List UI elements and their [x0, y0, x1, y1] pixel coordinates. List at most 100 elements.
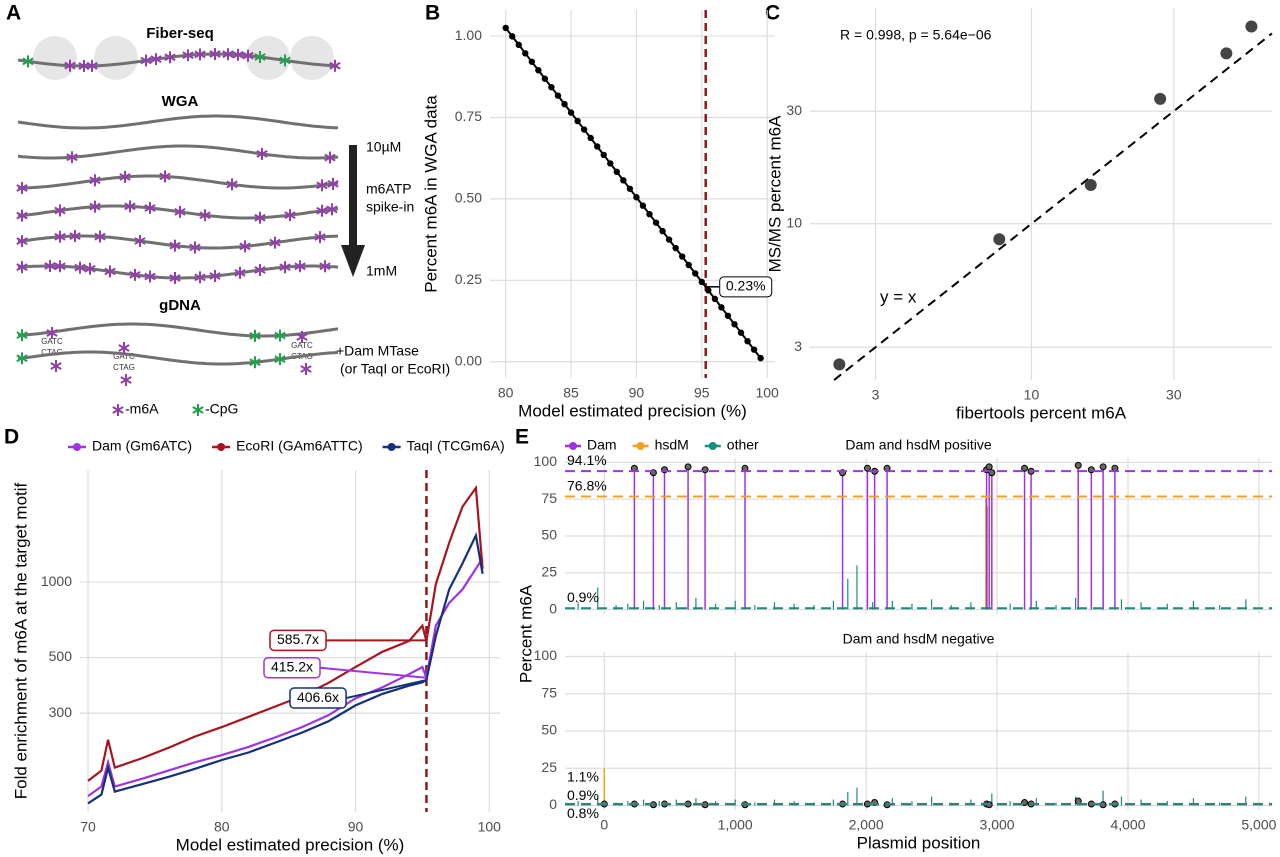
asterisk-stroke	[46, 329, 58, 337]
asterisk	[94, 230, 106, 243]
asterisk	[254, 51, 266, 64]
data-point	[600, 151, 607, 159]
facet-title: Dam and hsdM positive	[845, 437, 992, 453]
identity-line	[833, 32, 1273, 381]
panel-label: D	[4, 426, 19, 449]
asterisk-stroke	[192, 406, 204, 414]
asterisk-stroke	[89, 176, 101, 185]
asterisk	[269, 236, 281, 249]
data-point	[1245, 20, 1258, 33]
asterisk-stroke	[159, 172, 171, 181]
data-point	[587, 134, 594, 142]
data-point	[515, 41, 522, 49]
x-tick-label: 0	[600, 817, 608, 833]
asterisk	[194, 48, 206, 61]
y-axis-title: MS/MS percent m6A	[765, 115, 784, 272]
legend-label: Dam	[587, 437, 617, 453]
asterisk	[22, 55, 34, 68]
asterisk-stroke	[242, 51, 254, 60]
asterisk	[64, 59, 76, 72]
legend-swatch-dot	[636, 442, 645, 450]
y-tick-label: 30	[786, 102, 802, 118]
asterisk	[254, 264, 266, 277]
x-axis-title: fibertools percent m6A	[956, 403, 1127, 422]
asterisk	[329, 59, 341, 72]
x-tick-label: 100	[478, 819, 502, 835]
y-tick-label: 1.00	[455, 27, 482, 43]
asterisk	[300, 363, 312, 375]
asterisk	[112, 404, 124, 416]
asterisk	[294, 260, 306, 273]
asterisk-stroke	[104, 267, 116, 276]
diagram: Fiber-seq WGA gDNA 10µM m6ATP spike-in 1…	[16, 25, 450, 417]
data-point	[1154, 92, 1167, 105]
y-tick-label: 50	[541, 722, 557, 738]
asterisk	[16, 352, 28, 365]
asterisk-stroke	[189, 243, 201, 252]
x-tick-label: 3,000	[980, 817, 1015, 833]
asterisk-stroke	[249, 332, 261, 340]
y-tick-label: 0	[549, 796, 557, 812]
x-tick-label: 10	[1024, 387, 1040, 403]
y-tick-label: 25	[541, 563, 557, 579]
asterisk	[89, 174, 101, 187]
data-point	[705, 287, 712, 294]
asterisk-stroke	[86, 62, 98, 70]
dna-strand	[17, 350, 339, 366]
legend-swatch-dot	[569, 442, 577, 450]
x-tick-label: 90	[629, 385, 645, 401]
asterisk	[119, 170, 131, 183]
asterisk-stroke	[232, 50, 244, 59]
y-tick-label: 25	[541, 759, 557, 775]
asterisk-stroke	[254, 213, 266, 222]
asterisk	[144, 270, 156, 283]
reference-label: 1.1%	[567, 769, 599, 785]
gradient-label: m6ATP	[366, 181, 412, 197]
x-axis-title: Plasmid position	[857, 833, 981, 852]
gradient-label: spike-in	[366, 199, 414, 215]
asterisk	[279, 261, 291, 274]
data-point	[620, 177, 627, 184]
asterisk-stroke	[316, 181, 328, 190]
asterisk-stroke	[16, 237, 28, 245]
legend-label: hsdM	[655, 437, 689, 453]
y-axis-title: Fold enrichment of m6A at the target mot…	[11, 482, 30, 799]
asterisk-stroke	[140, 56, 152, 65]
y-tick-label: 300	[49, 704, 73, 720]
asterisk-stroke	[324, 153, 336, 162]
identity-label: y = x	[880, 287, 917, 306]
y-tick-label: 100	[534, 647, 558, 663]
x-tick-label: 2,000	[849, 817, 884, 833]
asterisk-stroke	[222, 50, 234, 59]
stem-dot	[1074, 461, 1082, 469]
data-point	[633, 194, 640, 201]
legend-swatch-dot	[73, 443, 81, 451]
asterisk-stroke	[300, 365, 312, 373]
asterisk-stroke	[50, 362, 62, 370]
stem-dot	[1099, 463, 1107, 471]
nucleosome	[94, 36, 138, 80]
asterisk-stroke	[16, 354, 28, 363]
legend-label: -m6A	[125, 401, 159, 417]
panel-label: A	[6, 2, 21, 25]
data-point	[744, 338, 751, 345]
data-point	[646, 210, 653, 218]
asterisk-stroke	[124, 202, 136, 211]
asterisk	[192, 404, 204, 416]
data-point	[737, 329, 745, 336]
y-tick-label: 0	[549, 600, 557, 616]
asterisk	[129, 268, 141, 281]
asterisk	[124, 200, 136, 213]
asterisk	[16, 181, 28, 194]
asterisk	[16, 235, 28, 248]
asterisk	[104, 265, 116, 278]
y-tick-label: 75	[541, 684, 557, 700]
asterisk-stroke	[112, 406, 124, 414]
data-point	[626, 185, 634, 192]
data-point	[502, 24, 509, 32]
asterisk-stroke	[274, 355, 286, 363]
data-point	[757, 354, 764, 362]
asterisk-stroke	[254, 266, 266, 274]
asterisk	[50, 360, 62, 372]
